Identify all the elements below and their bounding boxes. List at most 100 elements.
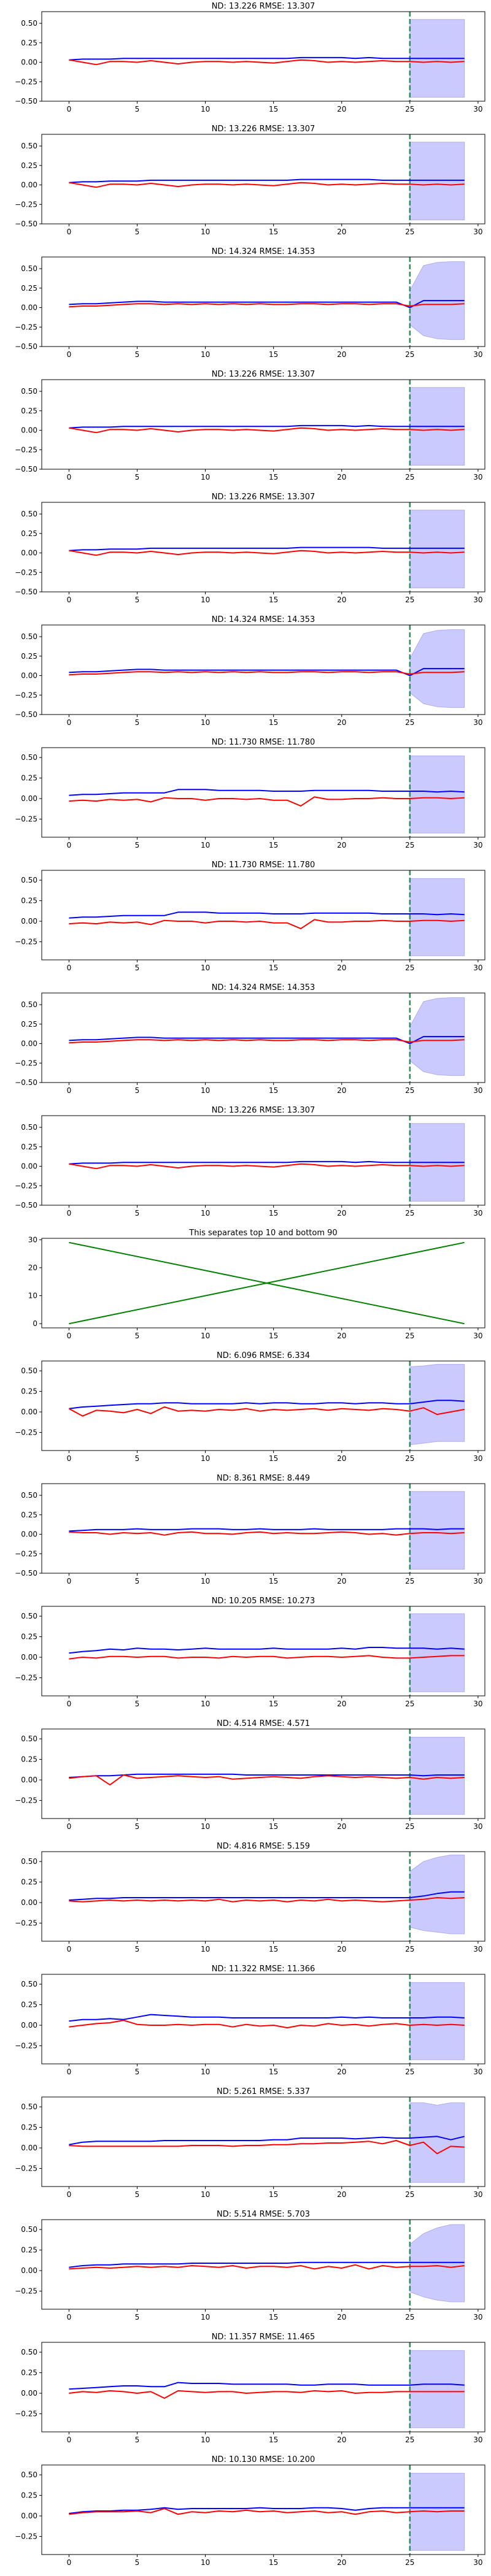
- y-tick-label: 20: [28, 1263, 37, 1272]
- x-tick-label: 30: [473, 2436, 482, 2444]
- chart-panel-19: ND: 5.514 RMSE: 5.703 0 5 10 15 20 25 30 −0.25 0.…: [15, 2210, 485, 2321]
- x-tick-label: 5: [135, 1454, 140, 1463]
- chart-title: ND: 13.226 RMSE: 13.307: [212, 125, 315, 134]
- x-tick-label: 20: [337, 105, 346, 113]
- x-tick-label: 25: [405, 596, 414, 604]
- chart-panel-3: ND: 14.324 RMSE: 14.353 0 5 10 15 20 25 30 −0.50…: [15, 247, 485, 359]
- x-tick-label: 10: [201, 1945, 210, 1953]
- y-tick-label: −0.25: [15, 1674, 37, 1682]
- x-tick-label: 0: [67, 841, 72, 849]
- y-tick-label: −0.50: [15, 1078, 37, 1087]
- series-line-1: [69, 546, 465, 551]
- y-tick-label: −0.25: [15, 323, 37, 331]
- x-tick-label: 15: [269, 841, 278, 849]
- y-tick-label: 0.25: [21, 1020, 37, 1029]
- plot-frame: [41, 1115, 485, 1206]
- plot-frame: [41, 2342, 485, 2432]
- x-tick-label: 30: [473, 596, 482, 604]
- series-line-2: [69, 2020, 465, 2029]
- x-tick-label: 20: [337, 1822, 346, 1831]
- y-tick-label: 0.25: [21, 1878, 37, 1887]
- y-tick-label: 0.25: [21, 39, 37, 47]
- x-tick-label: 0: [67, 350, 72, 359]
- x-tick-label: 5: [135, 1332, 140, 1340]
- x-tick-label: 25: [405, 350, 414, 359]
- series-line-1: [69, 1400, 465, 1409]
- x-tick-label: 10: [201, 350, 210, 359]
- y-tick-label: −0.25: [15, 2164, 37, 2173]
- plot-frame: [41, 502, 485, 592]
- x-tick-label: 20: [337, 841, 346, 849]
- y-tick-label: −0.25: [15, 2532, 37, 2541]
- x-tick-label: 10: [201, 1822, 210, 1831]
- chart-title: ND: 13.226 RMSE: 13.307: [212, 1106, 315, 1115]
- x-tick-label: 25: [405, 718, 414, 727]
- x-tick-label: 5: [135, 1945, 140, 1953]
- y-tick-label: −0.50: [15, 588, 37, 596]
- y-tick-label: −0.25: [15, 2042, 37, 2050]
- chart-panel-2: ND: 13.226 RMSE: 13.307 0 5 10 15 20 25 30 −0.50…: [15, 125, 485, 236]
- chart-panel-16: ND: 4.816 RMSE: 5.159 0 5 10 15 20 25 30 −0.25 0.…: [15, 1842, 485, 1953]
- series-line-1: [69, 1036, 465, 1045]
- y-tick-label: 0.50: [21, 1857, 37, 1866]
- x-tick-label: 15: [269, 2313, 278, 2321]
- x-tick-label: 10: [201, 1332, 210, 1340]
- y-tick-label: 0.00: [21, 549, 37, 558]
- y-tick-label: −0.25: [15, 1796, 37, 1805]
- chart-title: ND: 5.514 RMSE: 5.703: [217, 2210, 310, 2219]
- y-tick-label: 0.50: [21, 1123, 37, 1132]
- x-tick-label: 25: [405, 1577, 414, 1585]
- x-tick-label: 20: [337, 473, 346, 481]
- x-tick-label: 0: [67, 2558, 72, 2567]
- x-tick-label: 15: [269, 1700, 278, 1708]
- y-tick-label: 0.50: [21, 1612, 37, 1620]
- y-tick-label: 0.50: [21, 387, 37, 396]
- plot-frame: [41, 992, 485, 1083]
- y-tick-label: 0.50: [21, 142, 37, 150]
- x-tick-label: 20: [337, 1700, 346, 1708]
- y-tick-label: 0.00: [21, 2144, 37, 2152]
- x-tick-label: 0: [67, 1945, 72, 1953]
- y-tick-label: 0.50: [21, 2225, 37, 2234]
- x-tick-label: 25: [405, 2558, 414, 2567]
- x-tick-label: 25: [405, 2436, 414, 2444]
- x-tick-label: 15: [269, 105, 278, 113]
- x-tick-label: 20: [337, 1332, 346, 1340]
- plot-frame: [41, 870, 485, 960]
- y-tick-label: 0.50: [21, 1735, 37, 1743]
- x-tick-label: 15: [269, 2558, 278, 2567]
- x-tick-label: 20: [337, 228, 346, 236]
- y-tick-label: 0.00: [21, 58, 37, 67]
- x-tick-label: 10: [201, 1577, 210, 1585]
- x-tick-label: 5: [135, 964, 140, 972]
- series-line-2: [69, 2140, 465, 2155]
- uncertainty-band: [409, 510, 465, 589]
- x-tick-label: 0: [67, 2068, 72, 2076]
- x-tick-label: 5: [135, 841, 140, 849]
- x-tick-label: 5: [135, 596, 140, 604]
- series-line-1: [69, 2136, 465, 2145]
- plot-frame: [41, 2096, 485, 2187]
- x-tick-label: 5: [135, 228, 140, 236]
- series-line-1: [69, 300, 465, 309]
- uncertainty-band: [409, 1613, 465, 1692]
- y-tick-label: 0.00: [21, 426, 37, 435]
- x-tick-label: 15: [269, 1332, 278, 1340]
- chart-panel-13: ND: 8.361 RMSE: 8.449 0 5 10 15 20 25 30 −0.50 −0…: [15, 1474, 485, 1585]
- series-line-1: [69, 1891, 465, 1901]
- x-tick-label: 15: [269, 350, 278, 359]
- series-line-1: [69, 56, 465, 61]
- chart-title: ND: 4.816 RMSE: 5.159: [217, 1842, 310, 1851]
- x-tick-label: 5: [135, 1086, 140, 1095]
- x-tick-label: 30: [473, 473, 482, 481]
- x-tick-label: 25: [405, 2068, 414, 2076]
- x-tick-label: 5: [135, 1209, 140, 1217]
- series-line-2: [69, 919, 465, 930]
- x-tick-label: 0: [67, 964, 72, 972]
- y-tick-label: −0.50: [15, 1201, 37, 1209]
- series-line-1: [69, 2261, 465, 2268]
- y-tick-label: 0.00: [21, 1776, 37, 1784]
- x-tick-label: 20: [337, 1945, 346, 1953]
- y-tick-label: 0.00: [21, 1530, 37, 1539]
- series-line-1: [69, 178, 465, 183]
